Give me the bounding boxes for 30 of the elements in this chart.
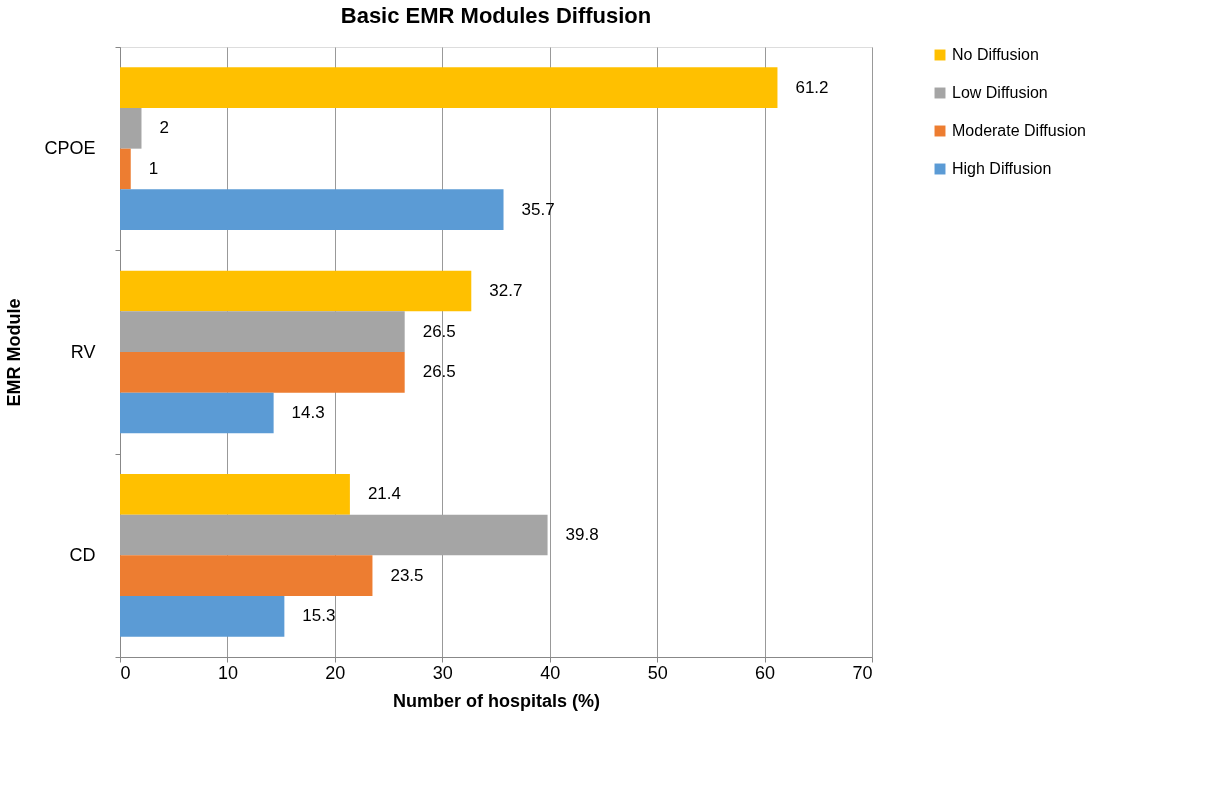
x-tick-label: 20 (325, 662, 346, 683)
data-label: 1 (148, 159, 159, 178)
data-label: 26.5 (422, 362, 456, 382)
legend-label: Low Diffusion (952, 84, 1048, 101)
data-label: 61.2 (795, 77, 829, 97)
x-tick-label: 30 (432, 662, 453, 683)
y-axis-title: EMR Module (4, 298, 25, 407)
x-tick-label: 50 (647, 662, 668, 683)
legend-label: High Diffusion (952, 160, 1052, 177)
data-label: 23.5 (390, 565, 424, 585)
x-tick-label: 0 (120, 662, 131, 683)
data-label: 32.7 (489, 281, 523, 300)
x-axis-title: Number of hospitals (%) (392, 690, 601, 711)
x-tick-label: 70 (852, 662, 873, 683)
data-label: 14.3 (291, 403, 325, 422)
x-tick-label: 40 (540, 662, 561, 683)
y-tick-label: CPOE (44, 138, 96, 159)
y-tick-label: CD (69, 544, 96, 565)
data-label: 35.7 (521, 199, 555, 219)
data-label: 2 (159, 118, 169, 138)
data-label: 21.4 (367, 484, 401, 504)
legend-label: No Diffusion (952, 46, 1039, 63)
data-label: 15.3 (302, 606, 336, 626)
x-tick-label: 60 (755, 662, 776, 683)
data-label: 39.8 (565, 525, 599, 544)
data-label: 26.5 (422, 321, 456, 341)
x-tick-label: 10 (217, 662, 238, 683)
y-tick-label: RV (70, 341, 96, 362)
chart-title: Basic EMR Modules Diffusion (340, 3, 652, 28)
legend-label: Moderate Diffusion (952, 122, 1086, 139)
